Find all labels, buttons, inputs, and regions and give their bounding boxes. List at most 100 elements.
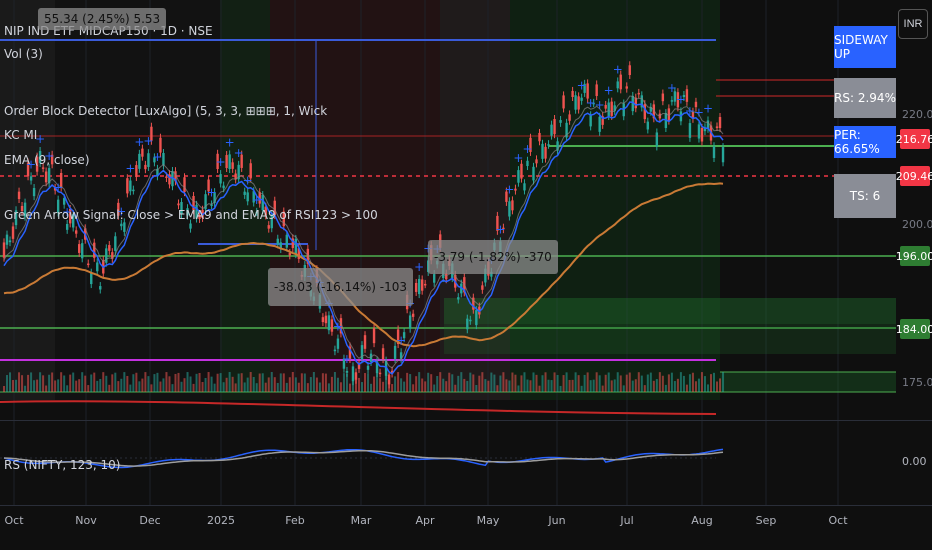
- volume-bar: [526, 379, 529, 392]
- volume-bar: [517, 385, 520, 392]
- candle: [411, 309, 415, 321]
- volume-bar: [433, 384, 436, 392]
- volume-bar: [484, 379, 487, 392]
- candle: [631, 91, 634, 116]
- volume-bar: [713, 372, 715, 392]
- candle: [159, 133, 162, 157]
- candle: [129, 176, 132, 196]
- ts-status: TS: 6: [834, 174, 896, 218]
- volume-bar: [451, 374, 454, 392]
- candle: [673, 87, 677, 106]
- rs-panel-label[interactable]: RS (NIFTY, 123, 10): [4, 458, 121, 472]
- candle: [538, 128, 541, 146]
- legend-green-arrow[interactable]: Green Arrow Signal: Close > EMA9 and EMA…: [4, 208, 378, 222]
- volume-bar: [186, 372, 189, 392]
- candle: [393, 341, 397, 363]
- volume-bar: [700, 372, 703, 392]
- candle: [285, 230, 288, 252]
- candle: [372, 324, 376, 348]
- candle: [38, 147, 42, 167]
- volume-bar: [195, 373, 198, 392]
- volume-bar: [421, 378, 424, 392]
- volume-bar: [120, 378, 123, 392]
- x-tick-10: Aug: [691, 514, 713, 527]
- currency-button[interactable]: INR: [898, 9, 928, 39]
- legend-volume[interactable]: Vol (3): [4, 47, 43, 61]
- volume-bar: [649, 372, 652, 392]
- candle: [399, 348, 403, 363]
- volume-bar: [688, 374, 691, 392]
- volume-bar: [36, 379, 39, 392]
- legend-kc[interactable]: KC MI: [4, 128, 38, 142]
- volume-bar: [472, 374, 475, 392]
- candle: [123, 218, 126, 236]
- x-tick-12: Oct: [828, 514, 848, 527]
- volume-bar: [168, 376, 171, 392]
- volume-bar: [646, 374, 649, 392]
- volume-bar: [616, 372, 619, 392]
- volume-bar: [249, 372, 252, 392]
- volume-bar: [511, 372, 514, 392]
- legend-ema[interactable]: EMA (9, close): [4, 153, 90, 167]
- candle: [460, 279, 463, 298]
- candle: [553, 114, 556, 139]
- volume-bar: [373, 376, 376, 392]
- x-tick-7: May: [476, 514, 500, 527]
- volume-bar: [547, 379, 550, 392]
- volume-bar: [6, 375, 9, 392]
- measure-box-1[interactable]: -38.03 (-16.14%) -103: [268, 268, 413, 306]
- candle: [207, 175, 210, 196]
- volume-bar: [45, 385, 48, 392]
- volume-bar: [201, 381, 204, 392]
- candle: [111, 248, 114, 263]
- buy-marker: +: [667, 81, 677, 95]
- volume-bar: [219, 373, 222, 392]
- volume-bar: [72, 372, 75, 392]
- candle: [625, 82, 628, 93]
- candle: [390, 366, 394, 378]
- volume-bar: [607, 372, 610, 392]
- volume-bar: [315, 377, 318, 392]
- volume-bar: [132, 374, 135, 392]
- candle: [715, 122, 719, 131]
- volume-bar: [493, 374, 496, 392]
- volume-bar: [397, 372, 400, 392]
- volume-bar: [174, 373, 177, 392]
- volume-bar: [105, 375, 108, 392]
- volume-bar: [415, 376, 418, 392]
- x-tick-11: Sep: [755, 514, 777, 527]
- volume-bar: [535, 374, 538, 392]
- volume-bar: [225, 377, 228, 392]
- candle: [613, 101, 616, 115]
- candle: [520, 159, 523, 183]
- volume-bar: [300, 373, 303, 392]
- candle: [243, 187, 246, 199]
- candle: [126, 174, 129, 198]
- candle: [141, 144, 144, 161]
- volume-bar: [279, 373, 282, 392]
- candle: [32, 184, 36, 201]
- candle: [414, 278, 418, 296]
- candle: [330, 315, 334, 336]
- legend-order-block[interactable]: Order Block Detector [LuxAlgo] (5, 3, 3,…: [4, 104, 328, 118]
- volume-bar: [628, 372, 631, 392]
- buy-marker: +: [676, 92, 686, 106]
- candle: [577, 92, 580, 114]
- candle: [2, 238, 6, 262]
- volume-bar: [180, 381, 183, 392]
- volume-bar: [445, 381, 448, 392]
- candle: [375, 357, 379, 378]
- buy-marker: +: [44, 149, 54, 163]
- candle: [114, 232, 117, 255]
- candle: [56, 195, 60, 217]
- volume-bar: [114, 372, 117, 392]
- measure-box-2[interactable]: -3.79 (-1.82%) -370: [428, 240, 558, 274]
- volume-bar: [643, 385, 646, 392]
- volume-bar: [204, 377, 207, 392]
- candle: [225, 151, 228, 173]
- volume-bar: [508, 380, 511, 392]
- volume-bar: [276, 382, 279, 392]
- volume-bar: [282, 373, 285, 392]
- candle: [20, 201, 24, 216]
